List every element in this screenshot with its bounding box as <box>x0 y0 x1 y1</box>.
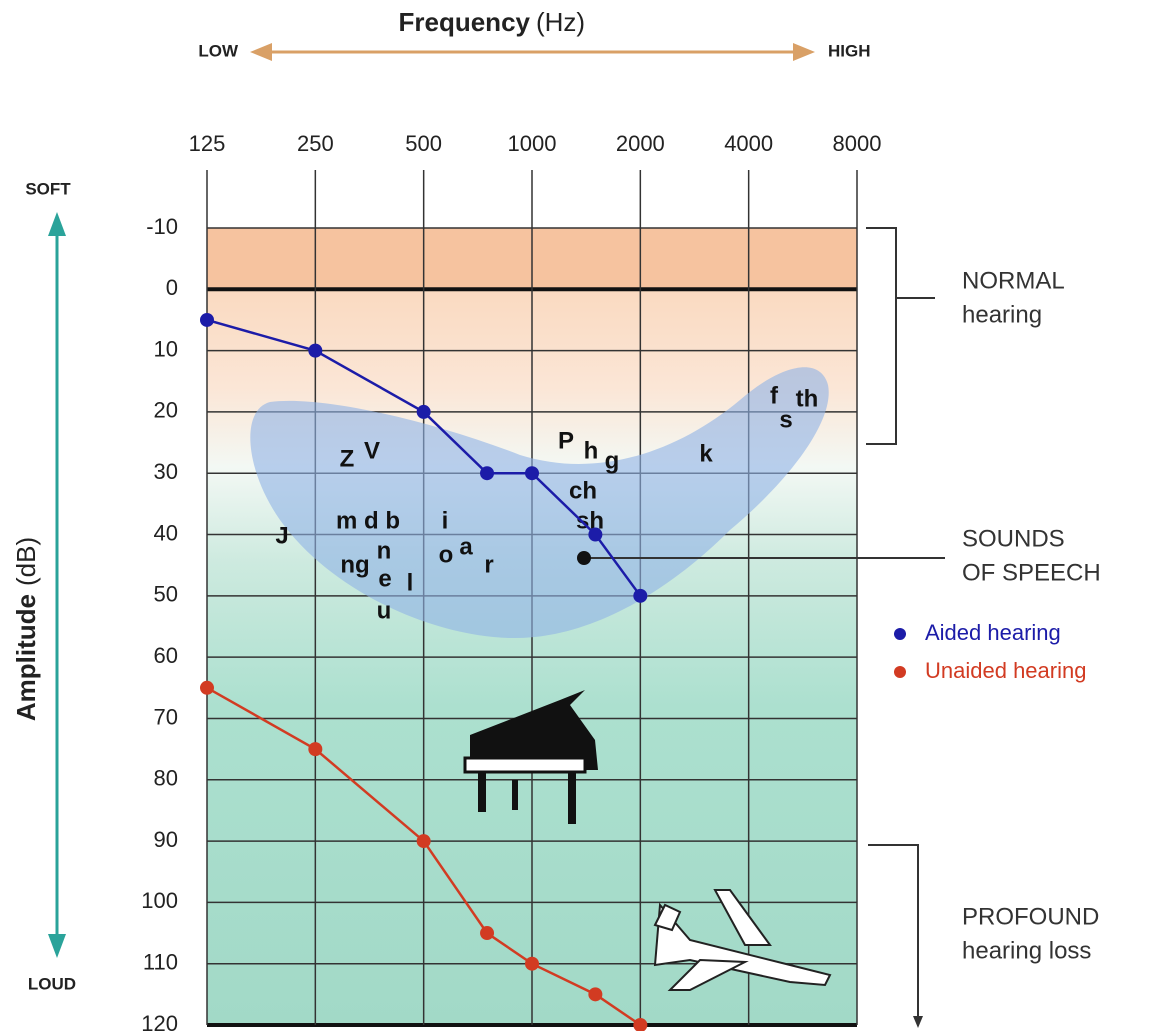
data-point <box>525 957 539 971</box>
y-tick-label: 70 <box>154 704 178 729</box>
data-point <box>308 742 322 756</box>
y-tick-label: 10 <box>154 336 178 361</box>
region-label: hearing loss <box>962 937 1091 964</box>
data-point <box>588 528 602 542</box>
speech-sound: m d b <box>336 507 400 534</box>
data-point <box>200 681 214 695</box>
x-high-label: HIGH <box>828 41 871 60</box>
speech-sound: a <box>459 533 473 560</box>
region-label: NORMAL <box>962 267 1065 294</box>
data-point <box>588 987 602 1001</box>
chart-title: Frequency <box>399 7 531 37</box>
speech-sound: J <box>275 522 288 549</box>
amplitude-arrow <box>48 212 66 958</box>
speech-sound: o <box>439 541 454 568</box>
x-tick-label: 125 <box>189 131 226 156</box>
legend-label: Aided hearing <box>925 620 1061 645</box>
data-point <box>480 466 494 480</box>
speech-sound: f <box>770 382 779 409</box>
y-tick-label: 50 <box>154 582 178 607</box>
speech-sound: g <box>605 447 620 474</box>
x-tick-label: 250 <box>297 131 334 156</box>
region-label: OF SPEECH <box>962 559 1101 586</box>
y-tick-label: 110 <box>143 950 178 975</box>
region-label: PROFOUND <box>962 903 1099 930</box>
y-tick-label: 0 <box>166 275 178 300</box>
x-tick-label: 4000 <box>724 131 773 156</box>
speech-sound: Z <box>340 445 355 472</box>
y-tick-label: 30 <box>154 459 178 484</box>
speech-sound: e <box>378 565 391 592</box>
arrow-head <box>913 1016 923 1028</box>
chart: Frequency (Hz) LOW HIGH SOFT LOUD Amplit… <box>0 0 1154 1031</box>
data-point <box>308 344 322 358</box>
speech-sound: h <box>584 437 599 464</box>
data-point <box>417 834 431 848</box>
speech-sound: r <box>484 551 493 578</box>
y-axis-title: Amplitude (dB) <box>11 537 41 721</box>
y-tick-label: 100 <box>141 888 178 913</box>
y-axis-label: Amplitude <box>11 594 41 721</box>
data-point <box>417 405 431 419</box>
region-label: SOUNDS <box>962 525 1065 552</box>
x-tick-label: 500 <box>405 131 442 156</box>
data-point <box>633 589 647 603</box>
data-point <box>200 313 214 327</box>
body: Frequency (Hz) LOW HIGH SOFT LOUD Amplit… <box>0 0 1154 1031</box>
speech-sound: th <box>796 385 819 412</box>
speech-sound: ng <box>340 551 369 578</box>
page: {"chart_data": {"type": "line", "title":… <box>0 0 1154 1031</box>
speech-sound: ch <box>569 477 597 504</box>
y-tick-label: -10 <box>146 214 178 239</box>
speech-sound: u <box>377 597 392 624</box>
data-point <box>480 926 494 940</box>
speech-sound: V <box>364 437 380 464</box>
speech-sound: s <box>779 406 792 433</box>
speech-sound: P <box>558 427 574 454</box>
y-tick-label: 80 <box>154 766 178 791</box>
speech-dot <box>577 551 591 565</box>
y-top-label: SOFT <box>25 179 71 198</box>
x-tick-label: 1000 <box>508 131 557 156</box>
legend-marker <box>894 666 906 678</box>
title-unit: (Hz) <box>536 7 585 37</box>
y-tick-label: 120 <box>141 1011 178 1031</box>
speech-sound: n <box>377 537 392 564</box>
y-tick-label: 40 <box>154 520 178 545</box>
legend-marker <box>894 628 906 640</box>
speech-sound: i <box>442 507 449 534</box>
legend-label: Unaided hearing <box>925 658 1086 683</box>
region-label: hearing <box>962 301 1042 328</box>
y-axis-unit: (dB) <box>11 537 41 586</box>
speech-sound: k <box>699 440 713 467</box>
x-low-label: LOW <box>198 41 239 60</box>
y-tick-label: 20 <box>154 398 178 423</box>
x-tick-label: 8000 <box>833 131 882 156</box>
speech-sound: l <box>407 569 414 596</box>
y-tick-label: 60 <box>154 643 178 668</box>
y-bottom-label: LOUD <box>28 974 76 993</box>
frequency-arrow <box>250 43 815 61</box>
x-tick-label: 2000 <box>616 131 665 156</box>
y-tick-label: 90 <box>154 827 178 852</box>
data-point <box>525 466 539 480</box>
